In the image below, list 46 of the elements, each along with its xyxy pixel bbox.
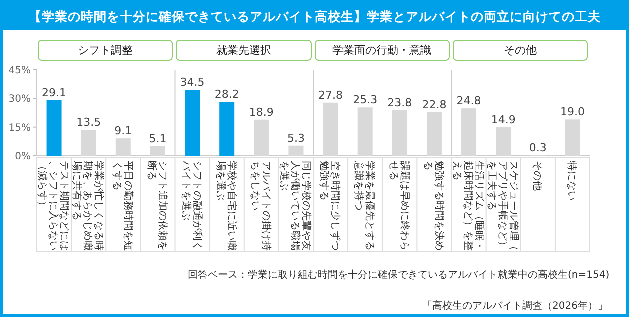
text: 学業面の行動・意識 — [314, 40, 450, 61]
data-label: 28.2 — [214, 88, 240, 102]
data-label: 9.1 — [114, 124, 132, 138]
y-tick-label: 0% — [15, 152, 31, 162]
data-label: 19.0 — [560, 106, 585, 119]
data-label: 18.9 — [249, 106, 274, 119]
x-tick-label: 学業が忙しくなる時期を、あらかじめ職場に共有する — [71, 160, 106, 251]
x-tick-label: 空き時間に少しずつ勉強する — [318, 161, 342, 251]
x-tick-label: スケジュール管理（アプリや手帳など）を工夫する — [486, 161, 519, 251]
x-tick-label: 勉強する時間を決める — [422, 161, 446, 251]
text: 回答ベース：学業に取り組む時間を十分に確保できているアルバイト就業中の高校生(n=154) — [188, 268, 610, 282]
bar — [46, 100, 62, 156]
x-tick-label: 学業を最優先とする意識を持つ — [353, 160, 376, 251]
text: 「高校生のアルバイト調査（2026年）」 — [422, 300, 608, 313]
x-tick-label: その他 — [532, 161, 544, 191]
data-label: 5.1 — [149, 132, 167, 146]
bar — [185, 90, 200, 156]
x-tick-label: シフトの融通が利くバイトを選ぶ — [180, 160, 204, 251]
x-tick-label: 課題は早めに終わらせる — [388, 161, 411, 251]
data-label: 24.8 — [456, 94, 482, 108]
x-tick-label: テスト期間などには、シフトに入らない（減らす） — [36, 161, 71, 251]
chart-title: 【学業の時間を十分に確保できているアルバイト高校生】学業とアルバイトの両立に向けての工夫 — [29, 9, 602, 24]
data-label: 0.3 — [529, 141, 547, 154]
x-tick-label: 特にない — [566, 161, 578, 201]
data-label: 29.1 — [42, 86, 67, 100]
y-tick-label: 45% — [8, 66, 31, 76]
data-label: 5.3 — [287, 132, 305, 145]
data-label: 14.9 — [491, 114, 516, 127]
text: その他 — [452, 40, 588, 61]
data-label: 25.3 — [353, 94, 378, 107]
x-tick-label: 平日の勤務時間を短くする — [111, 161, 134, 251]
y-tick-label: 15% — [8, 122, 31, 134]
x-tick-label: 生活リズム（睡眠・起床時間など）を整える — [451, 161, 486, 251]
data-label: 34.5 — [180, 76, 205, 90]
y-tick-label: 30% — [8, 94, 31, 106]
data-label: 22.8 — [422, 98, 447, 112]
data-label: 27.8 — [318, 88, 344, 102]
data-label: 23.8 — [388, 96, 412, 110]
text: 就業先選択 — [176, 40, 312, 61]
x-tick-label: 同じ学校の先輩や友人が働いている職場を選ぶ — [278, 161, 313, 251]
text: シフト調整 — [38, 40, 174, 61]
x-tick-label: 学校や自宅に近い職場を選ぶ — [214, 160, 238, 251]
data-label: 13.5 — [76, 116, 102, 130]
x-tick-label: アルバイトの掛け持ちをしない — [250, 161, 273, 251]
bar — [220, 102, 235, 156]
x-tick-label: シフト追加の依頼を断る — [146, 161, 169, 251]
